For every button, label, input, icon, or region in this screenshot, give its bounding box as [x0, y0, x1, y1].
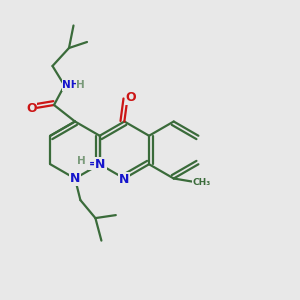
Text: N: N [95, 158, 106, 171]
Text: =N: =N [88, 159, 106, 169]
Text: H: H [76, 80, 85, 90]
Text: H: H [77, 156, 85, 166]
Text: O: O [126, 91, 136, 104]
Text: N: N [70, 172, 80, 185]
Text: N: N [119, 172, 130, 186]
Text: CH₃: CH₃ [193, 178, 211, 187]
Text: NH: NH [62, 80, 80, 90]
Text: O: O [26, 101, 37, 115]
